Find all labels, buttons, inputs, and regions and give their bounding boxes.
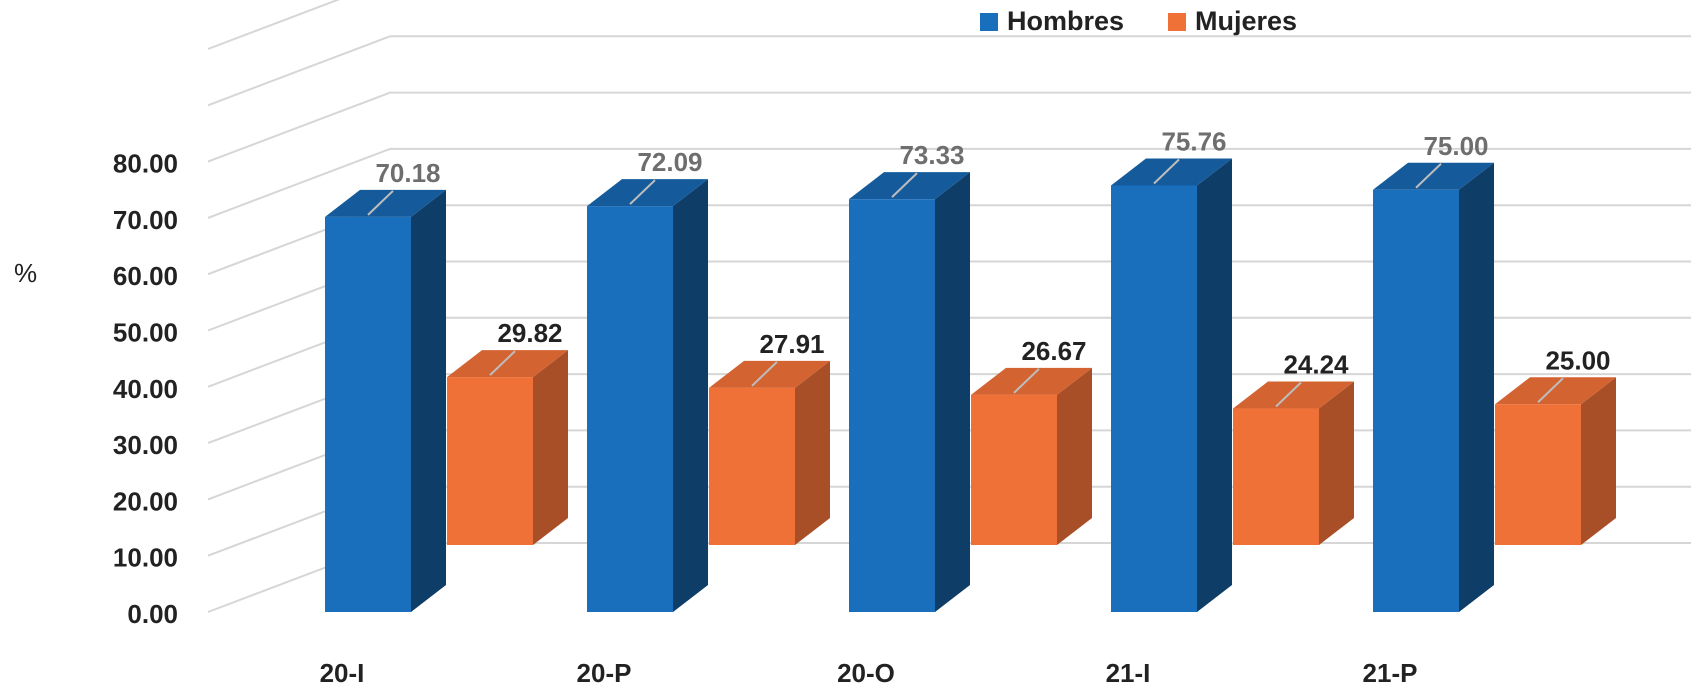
gridline-side xyxy=(207,0,341,50)
data-label-mujeres: 25.00 xyxy=(1545,345,1610,375)
bar-side-mujeres xyxy=(1581,377,1616,545)
data-label-leader xyxy=(1537,377,1564,403)
bar-side-hombres xyxy=(411,189,446,612)
bar-hombres xyxy=(1373,189,1459,612)
bar-side-hombres xyxy=(1459,162,1494,612)
data-label-leader xyxy=(367,190,394,216)
bar-side-hombres xyxy=(1197,158,1232,613)
bar-top-mujeres xyxy=(1495,377,1616,405)
data-label-leader xyxy=(489,350,516,376)
legend-swatch-mujeres xyxy=(1168,12,1187,31)
bar-top-mujeres xyxy=(971,367,1092,395)
legend-label-mujeres: Mujeres xyxy=(1195,6,1298,36)
data-label-leader xyxy=(751,361,778,387)
data-label-leader xyxy=(1275,381,1302,408)
x-tick-label: 20-I xyxy=(320,658,365,688)
y-tick-label: 80.00 xyxy=(113,149,178,179)
bar-top-mujeres xyxy=(1233,381,1354,409)
bar-top-hombres xyxy=(849,172,970,200)
data-label-leader xyxy=(1013,368,1040,394)
y-tick-label: 0.00 xyxy=(127,599,178,629)
data-label-mujeres: 29.82 xyxy=(497,318,562,348)
y-tick-label: 10.00 xyxy=(113,543,178,573)
bar-top-hombres xyxy=(325,189,446,217)
gridline-side xyxy=(207,147,391,219)
x-tick-label: 21-I xyxy=(1106,658,1151,688)
legend-item-mujeres: Mujeres xyxy=(1168,6,1297,37)
legend-label-hombres: Hombres xyxy=(1007,6,1125,36)
data-label-hombres: 72.09 xyxy=(637,147,702,177)
data-label-leader xyxy=(1153,158,1180,185)
bar-mujeres xyxy=(1495,404,1581,545)
gridline-side xyxy=(207,91,391,163)
bar-side-mujeres xyxy=(795,360,830,545)
chart-legend: Hombres Mujeres xyxy=(980,6,1297,37)
data-label-mujeres: 26.67 xyxy=(1021,336,1086,366)
gridline-side xyxy=(207,35,391,107)
data-label-mujeres: 27.91 xyxy=(759,329,824,359)
bar-hombres xyxy=(1111,185,1197,613)
bar-hombres xyxy=(849,199,935,612)
bar-top-hombres xyxy=(587,179,708,207)
bar-top-hombres xyxy=(1373,162,1494,190)
bar-side-hombres xyxy=(935,172,970,612)
y-tick-label: 70.00 xyxy=(113,205,178,235)
bar-top-mujeres xyxy=(709,360,830,388)
x-tick-label: 20-P xyxy=(577,658,632,688)
data-label-mujeres: 24.24 xyxy=(1283,350,1349,380)
bar-mujeres xyxy=(709,387,795,545)
y-tick-label: 50.00 xyxy=(113,318,178,348)
data-label-hombres: 75.00 xyxy=(1423,131,1488,161)
bar-mujeres xyxy=(971,394,1057,545)
legend-item-hombres: Hombres xyxy=(980,6,1124,37)
y-tick-label: 60.00 xyxy=(113,261,178,291)
x-tick-label: 21-P xyxy=(1363,658,1418,688)
legend-swatch-hombres xyxy=(980,12,998,31)
bar-hombres xyxy=(325,216,411,612)
data-label-leader xyxy=(1415,163,1442,189)
data-label-leader xyxy=(629,179,656,205)
data-label-hombres: 73.33 xyxy=(899,140,964,170)
bar-side-mujeres xyxy=(1319,381,1354,545)
data-label-hombres: 75.76 xyxy=(1161,126,1226,156)
y-tick-label: 40.00 xyxy=(113,374,178,404)
y-axis-label: % xyxy=(14,258,38,288)
y-tick-label: 30.00 xyxy=(113,430,178,460)
bar-side-hombres xyxy=(673,179,708,612)
y-tick-label: 20.00 xyxy=(113,486,178,516)
x-tick-label: 20-O xyxy=(837,658,895,688)
bar-top-mujeres xyxy=(447,350,568,378)
bar-side-mujeres xyxy=(533,350,568,545)
bar-side-mujeres xyxy=(1057,367,1092,545)
bar-mujeres xyxy=(447,377,533,545)
data-label-hombres: 70.18 xyxy=(375,158,440,188)
bar-hombres xyxy=(587,206,673,612)
bar-top-hombres xyxy=(1111,158,1232,186)
data-label-leader xyxy=(891,172,918,198)
bar-mujeres xyxy=(1233,408,1319,545)
